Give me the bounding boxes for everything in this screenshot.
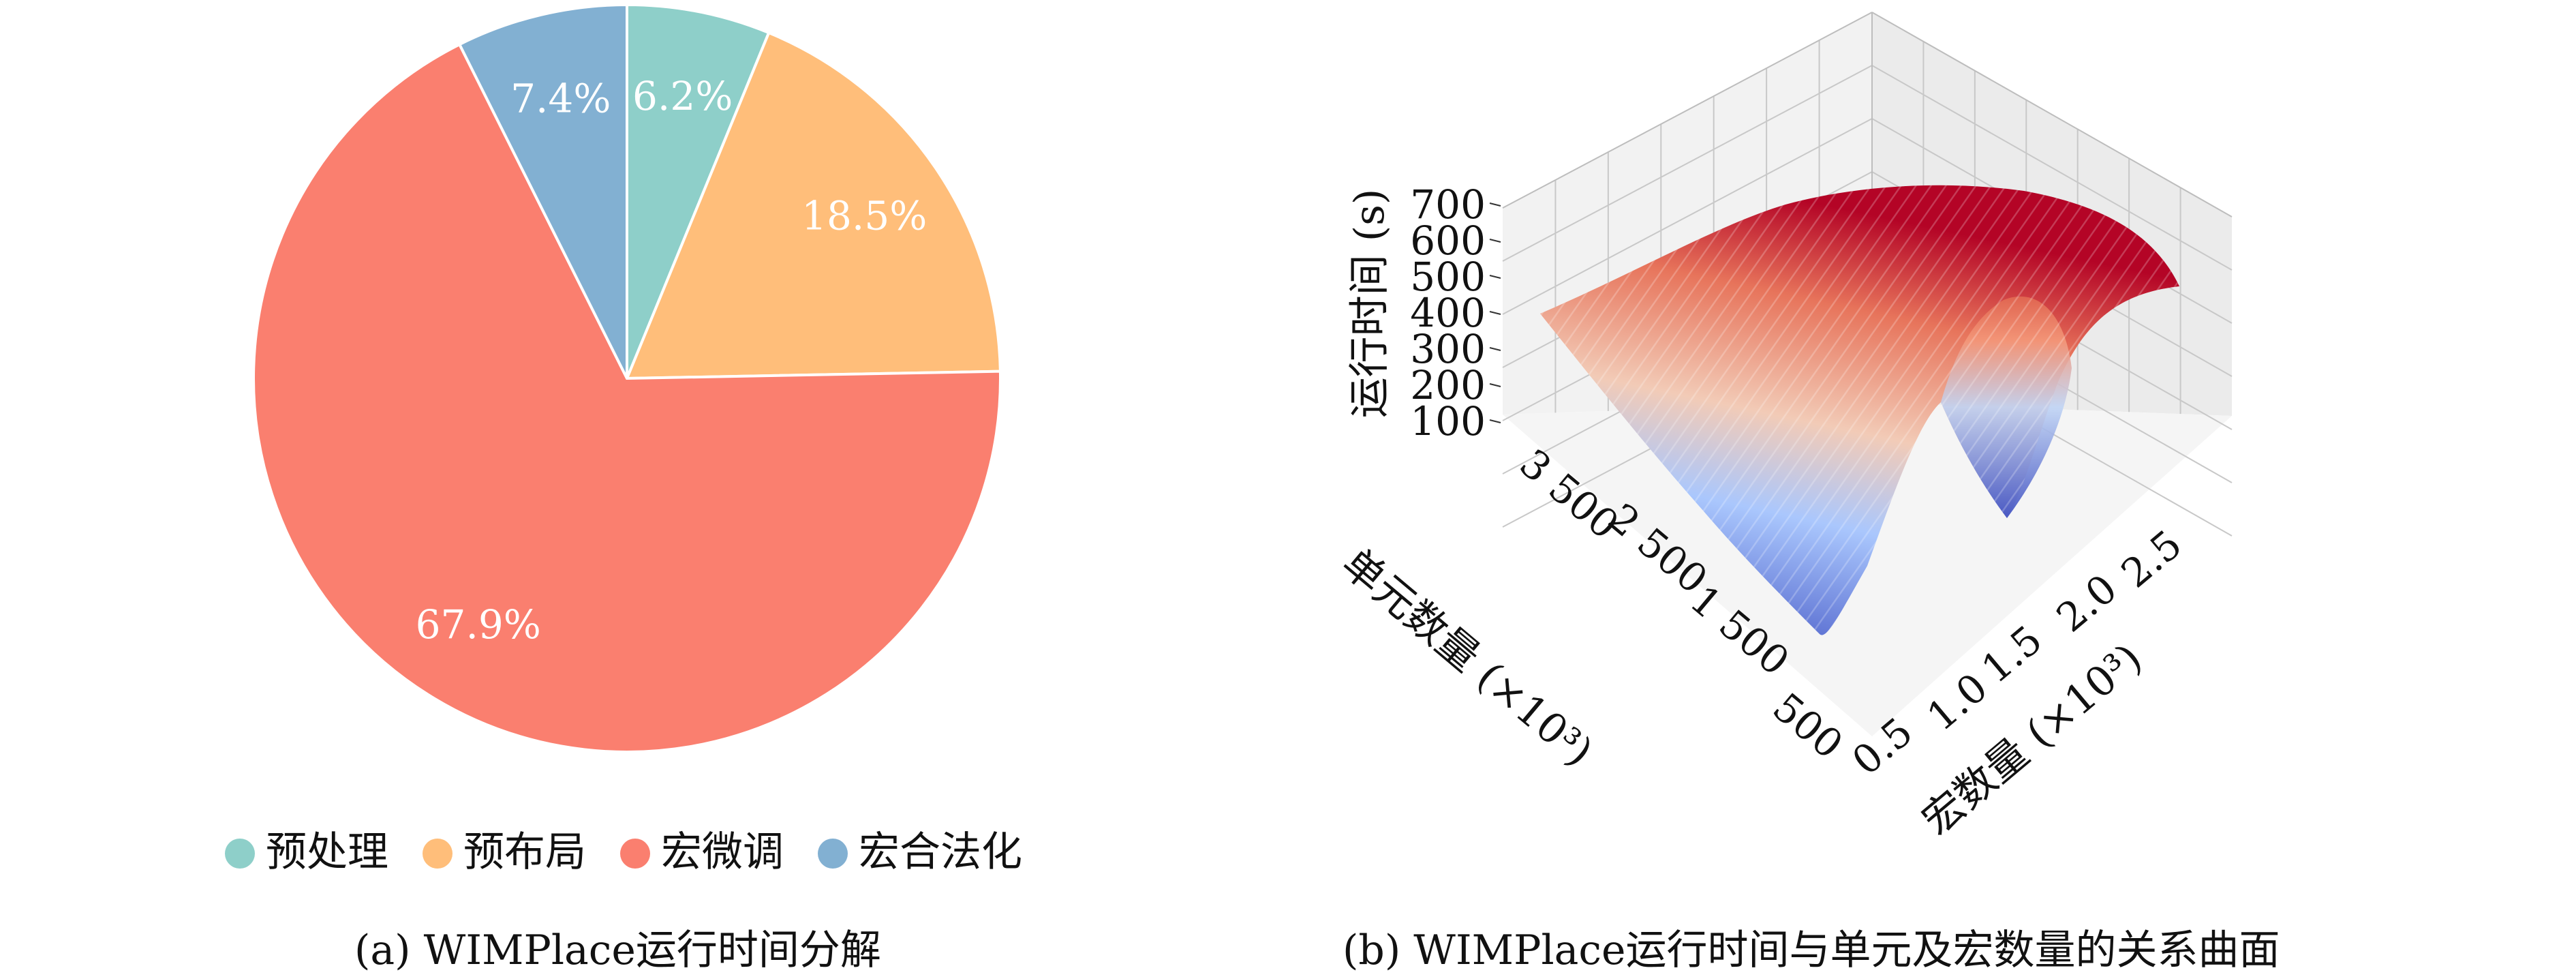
box-edge [1871,12,2233,217]
y-axis-label: 单元数量 (×10³) [1332,539,1601,776]
pie-chart: 6.2% 18.5% 67.9% 7.4% 预处理 预布局 宏微调 宏合法化 [225,3,1022,876]
legend-marker-1 [225,839,255,869]
pie-slice-4 [457,3,628,379]
pie-slice-3 [252,42,1002,753]
z-tick-mark [1489,311,1501,315]
pie-slice-label-2: 18.5% [801,193,927,239]
z-axis-label: 运行时间 (s) [1346,189,1394,419]
pie-chart-caption: (a) WIMPlace运行时间分解 [354,927,881,974]
grid-line [1502,65,1873,262]
z-tick-100: 100 [1410,398,1486,445]
z-tick-500: 500 [1410,254,1486,300]
z-tick-mark [1489,275,1501,279]
surface-ridges [1540,185,2179,635]
surface-chart-panel: 100 200 300 400 500 600 700 运行时间 (s) 500 1 500 2 5… [1281,0,2576,979]
pie-slice-label-1: 6.2% [632,73,733,119]
legend-marker-3 [620,839,650,869]
z-tick-300: 300 [1410,326,1486,372]
grid-line [1502,118,1873,315]
z-tick-400: 400 [1410,290,1486,336]
z-tick-600: 600 [1410,217,1486,264]
z-tick-mark [1489,347,1501,351]
surface-mesh [1540,185,2179,635]
z-tick-200: 200 [1410,362,1486,408]
z-tick-700: 700 [1410,181,1486,228]
pie-slice-label-4: 7.4% [510,75,611,121]
legend-label-3: 宏微调 [661,828,784,876]
legend-marker-4 [818,839,848,869]
legend-label-4: 宏合法化 [859,828,1022,876]
z-tick-mark [1489,419,1501,423]
surface-chart-caption: (b) WIMPlace运行时间与单元及宏数量的关系曲面 [1343,927,2280,974]
pie-slice-1 [626,3,771,379]
z-tick-mark [1489,239,1501,243]
z-tick-mark [1489,202,1501,207]
x-tick-2.0: 2.0 [2048,565,2126,641]
pie-chart-panel: 6.2% 18.5% 67.9% 7.4% 预处理 预布局 宏微调 宏合法化 (a) WIMP… [0,0,1281,979]
pie-slice-2 [624,31,1002,380]
pie-slice-label-3: 67.9% [416,601,541,648]
grid-line [1871,65,2233,271]
legend-marker-2 [423,839,453,869]
legend-label-2: 预布局 [463,828,586,876]
x-tick-2.5: 2.5 [2113,521,2190,597]
z-tick-mark [1489,383,1501,387]
box-edge [1502,12,1873,209]
legend-label-1: 预处理 [266,828,388,876]
